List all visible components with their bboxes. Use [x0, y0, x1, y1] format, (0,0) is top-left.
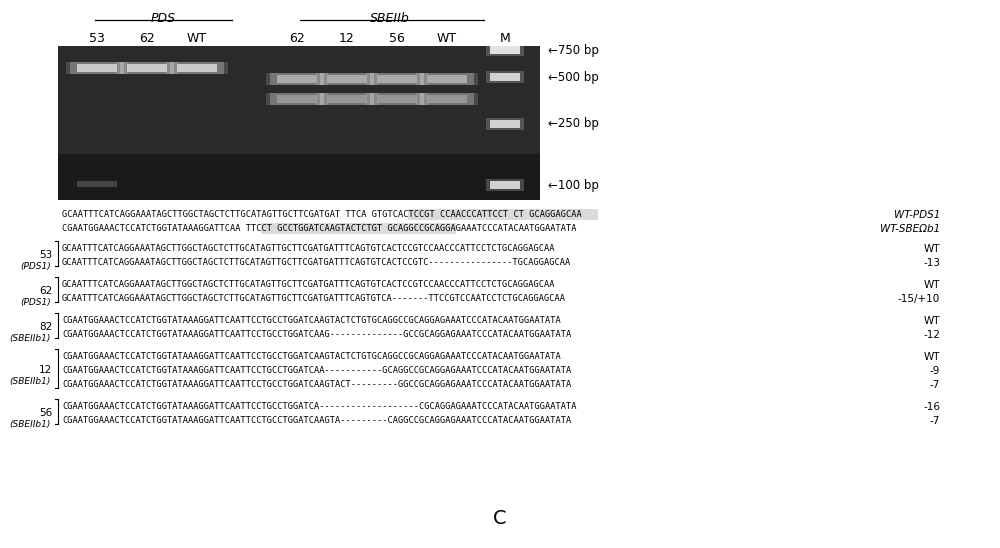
Bar	[166, 61, 228, 73]
Bar	[270, 73, 324, 85]
Bar	[270, 93, 324, 105]
Bar	[77, 64, 117, 71]
Bar	[320, 73, 374, 85]
Bar	[177, 64, 217, 71]
Bar	[370, 93, 424, 105]
Text: 12: 12	[339, 32, 355, 45]
Text: GCAATTTCATCAGGAAATAGCTTGGCTAGCTCTTGCATAGTTGCTTCGATGATTTCAGTGTCA-------TTCCGTCCAA: GCAATTTCATCAGGAAATAGCTTGGCTAGCTCTTGCATAG…	[62, 294, 566, 303]
Bar	[490, 73, 520, 82]
Bar	[427, 75, 467, 83]
Bar	[266, 93, 328, 105]
Bar	[366, 93, 428, 105]
Text: CGAATGGAAACTCCATCTGGTATAAAGGATTCAATTCCTGCCTGGATCAAGTACTCTGTGCAGGCCGCAGGAGAAATCCC: CGAATGGAAACTCCATCTGGTATAAAGGATTCAATTCCTG…	[62, 316, 561, 325]
Bar	[277, 75, 317, 83]
Text: (SBEIIb1): (SBEIIb1)	[10, 377, 51, 386]
Bar	[486, 44, 524, 56]
Text: -7: -7	[930, 380, 940, 390]
Text: 53: 53	[39, 250, 52, 260]
Text: 62: 62	[289, 32, 305, 45]
Bar	[327, 95, 367, 104]
Bar	[490, 181, 520, 189]
Bar	[486, 118, 524, 130]
Bar	[490, 120, 520, 128]
Text: WT: WT	[924, 280, 940, 290]
Bar	[70, 61, 124, 73]
Text: WT: WT	[924, 316, 940, 326]
Bar	[58, 154, 540, 200]
Bar	[427, 95, 467, 104]
Bar	[370, 73, 424, 85]
Text: WT: WT	[924, 244, 940, 254]
Bar	[320, 93, 374, 105]
Text: GCAATTTCATCAGGAAATAGCTTGGCTAGCTCTTGCATAGTTGCTTCGATGATTTCAGTGTCACTCCGTC----------: GCAATTTCATCAGGAAATAGCTTGGCTAGCTCTTGCATAG…	[62, 258, 571, 267]
Text: CGAATGGAAACTCCATCTGGTATAAAGGATTCAATTCCTGCCTGGATCAAG--------------GCCGCAGGAGAAATC: CGAATGGAAACTCCATCTGGTATAAAGGATTCAATTCCTG…	[62, 330, 571, 339]
Text: -13: -13	[923, 258, 940, 268]
Text: -15/+10: -15/+10	[898, 294, 940, 304]
Bar	[377, 75, 417, 83]
Text: SBEIIb: SBEIIb	[370, 12, 410, 25]
Bar	[486, 179, 524, 191]
Bar	[366, 73, 428, 85]
Bar	[120, 61, 174, 73]
Bar	[127, 64, 167, 71]
Bar	[261, 223, 456, 234]
Bar	[266, 73, 328, 85]
Bar	[170, 61, 224, 73]
Text: CGAATGGAAACTCCATCTGGTATAAAGGATTCAATTCCTGCCTGGATCAAGTA---------CAGGCCGCAGGAGAAATC: CGAATGGAAACTCCATCTGGTATAAAGGATTCAATTCCTG…	[62, 416, 571, 425]
Text: ←100 bp: ←100 bp	[548, 179, 599, 192]
Text: (SBEIIb1): (SBEIIb1)	[10, 420, 51, 429]
Bar	[490, 47, 520, 54]
Text: (SBEIIb1): (SBEIIb1)	[10, 334, 51, 342]
Text: ←750 bp: ←750 bp	[548, 44, 599, 57]
Bar	[377, 95, 417, 104]
Bar	[327, 75, 367, 83]
Bar	[316, 93, 378, 105]
Text: CGAATGGAAACTCCATCTGGTATAAAGGATTCAATTCCTGCCTGGATCAA-----------GCAGGCCGCAGGAGAAATC: CGAATGGAAACTCCATCTGGTATAAAGGATTCAATTCCTG…	[62, 366, 571, 375]
Bar	[58, 46, 540, 200]
Bar	[66, 61, 128, 73]
Text: WT: WT	[437, 32, 457, 45]
Text: (PDS1): (PDS1)	[20, 262, 51, 271]
Text: CGAATGGAAACTCCATCTGGTATAAAGGATTCAATTCCTGCCTGGATCAAGTACTCTGTGCAGGCCGCAGGAGAAATCCC: CGAATGGAAACTCCATCTGGTATAAAGGATTCAATTCCTG…	[62, 352, 561, 361]
Text: -12: -12	[923, 330, 940, 340]
Text: -16: -16	[923, 402, 940, 412]
Text: 82: 82	[39, 322, 52, 332]
Text: 53: 53	[89, 32, 105, 45]
Text: 12: 12	[39, 365, 52, 375]
Text: CGAATGGAAACTCCATCTGGTATAAAGGATTCAA TTCCT GCCTGGATCAAGTACTCTGT GCAGGCCGCAGGAGAAAT: CGAATGGAAACTCCATCTGGTATAAAGGATTCAA TTCCT…	[62, 224, 576, 233]
Text: M: M	[500, 32, 510, 45]
Text: CGAATGGAAACTCCATCTGGTATAAAGGATTCAATTCCTGCCTGGATCA-------------------CGCAGGAGAAAT: CGAATGGAAACTCCATCTGGTATAAAGGATTCAATTCCTG…	[62, 402, 576, 411]
Text: ←250 bp: ←250 bp	[548, 117, 599, 130]
Text: -7: -7	[930, 416, 940, 426]
Text: (PDS1): (PDS1)	[20, 298, 51, 307]
Bar	[416, 73, 478, 85]
Bar	[408, 209, 598, 220]
Text: WT-PDS1: WT-PDS1	[894, 210, 940, 220]
Text: GCAATTTCATCAGGAAATAGCTTGGCTAGCTCTTGCATAGTTGCTTCGATGATTTCAGTGTCACTCCGTCCAACCCATTC: GCAATTTCATCAGGAAATAGCTTGGCTAGCTCTTGCATAG…	[62, 244, 556, 253]
Bar	[77, 181, 117, 187]
Bar	[420, 73, 474, 85]
Bar	[277, 95, 317, 104]
Text: C: C	[493, 509, 507, 528]
Text: PDS: PDS	[150, 12, 176, 25]
Bar	[420, 93, 474, 105]
Text: -9: -9	[930, 366, 940, 376]
Text: ←500 bp: ←500 bp	[548, 71, 599, 84]
Bar	[116, 61, 178, 73]
Bar	[486, 71, 524, 83]
Text: GCAATTTCATCAGGAAATAGCTTGGCTAGCTCTTGCATAGTTGCTTCGATGATTTCAGTGTCACTCCGTCCAACCCATTC: GCAATTTCATCAGGAAATAGCTTGGCTAGCTCTTGCATAG…	[62, 280, 556, 289]
Text: 56: 56	[39, 408, 52, 418]
Text: 56: 56	[389, 32, 405, 45]
Bar	[316, 73, 378, 85]
Text: CGAATGGAAACTCCATCTGGTATAAAGGATTCAATTCCTGCCTGGATCAAGTACT---------GGCCGCAGGAGAAATC: CGAATGGAAACTCCATCTGGTATAAAGGATTCAATTCCTG…	[62, 380, 571, 389]
Text: GCAATTTCATCAGGAAATAGCTTGGCTAGCTCTTGCATAGTTGCTTCGATGAT TTCA GTGTCACTCCGT CCAACCCA: GCAATTTCATCAGGAAATAGCTTGGCTAGCTCTTGCATAG…	[62, 210, 582, 219]
Bar	[416, 93, 478, 105]
Text: WT: WT	[924, 352, 940, 362]
Text: WT: WT	[187, 32, 207, 45]
Text: 62: 62	[139, 32, 155, 45]
Text: 62: 62	[39, 286, 52, 296]
Text: WT-SBEΩb1: WT-SBEΩb1	[880, 224, 940, 234]
